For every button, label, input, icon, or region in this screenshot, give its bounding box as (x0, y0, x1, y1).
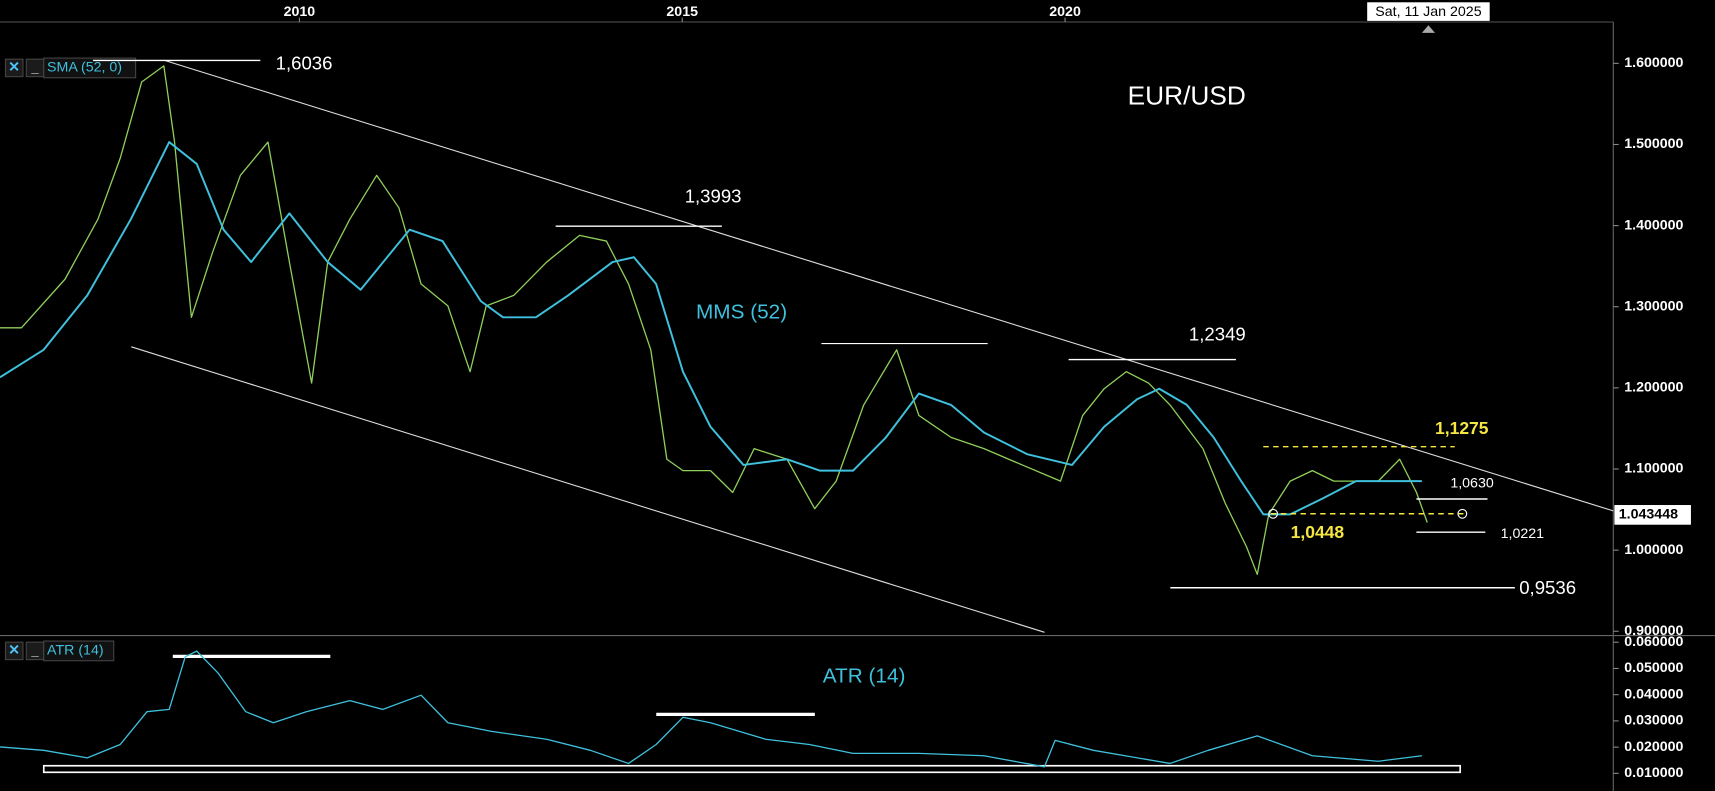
last-price-label: 1.043448 (1619, 507, 1678, 523)
close-icon: ✕ (8, 643, 20, 659)
atr-label: ATR (14) (823, 665, 906, 688)
y-tick-label: 1.400000 (1624, 217, 1683, 233)
date-marker (1421, 25, 1435, 33)
close-button[interactable] (4, 58, 24, 78)
atr-baseline-box (42, 764, 1461, 774)
y-tick-label: 1.600000 (1624, 55, 1683, 71)
plot-area (0, 65, 1428, 576)
level-label: 0,9536 (1519, 577, 1576, 598)
minimize-icon: _ (30, 60, 39, 75)
level-handle (1457, 508, 1468, 519)
date-label: Sat, 11 Jan 2025 (1375, 4, 1481, 20)
level-label: 1,6036 (276, 53, 333, 74)
atr-legend: ✕ _ ATR (14) (4, 640, 115, 662)
sma-label: MMS (52) (696, 300, 787, 323)
last-price-box (1614, 505, 1691, 525)
level-label: 1,0630 (1450, 475, 1494, 491)
date-label-box (1367, 2, 1490, 21)
x-tick-label: 2020 (1049, 4, 1081, 20)
legend-entry: ATR (14) (47, 643, 104, 659)
y-tick-label: 1.300000 (1624, 298, 1683, 314)
y-tick-label: 0.050000 (1624, 660, 1683, 676)
channel-lower (131, 346, 1045, 633)
chart-title: EUR/USD (1128, 80, 1246, 110)
series-line (0, 65, 1428, 576)
series-line (0, 650, 1422, 768)
y-tick-label: 1.100000 (1624, 461, 1683, 477)
y-tick-label: 0.030000 (1624, 713, 1683, 729)
y-tick-label: 0.900000 (1624, 623, 1683, 639)
series-line (0, 141, 1422, 516)
y-tick-label: 0.010000 (1624, 765, 1683, 781)
level-label: 1,1275 (1435, 418, 1489, 438)
level-label: 1,2349 (1189, 323, 1246, 344)
level-label: 1,0448 (1291, 522, 1345, 542)
legend-box (43, 640, 115, 662)
y-tick-label: 0.040000 (1624, 686, 1683, 702)
x-tick-label: 2010 (284, 4, 316, 20)
y-tick-label: 1.500000 (1624, 136, 1683, 152)
x-tick-label: 2015 (666, 4, 698, 20)
y-tick-label: 0.060000 (1624, 634, 1683, 650)
close-icon: ✕ (8, 60, 20, 76)
level-label: 1,0221 (1501, 526, 1545, 542)
legend-box (43, 57, 137, 79)
y-tick-label: 0.020000 (1624, 739, 1683, 755)
channel-upper (163, 59, 1614, 512)
y-tick-label: 1.200000 (1624, 380, 1683, 396)
legend-entry: SMA (52, 0) (47, 60, 122, 76)
y-tick-label: 1.000000 (1624, 542, 1683, 558)
close-button[interactable] (4, 641, 24, 661)
level-label: 1,3993 (685, 186, 742, 207)
sma-legend: ✕ _ SMA (52, 0) (4, 57, 137, 79)
plot-area (0, 650, 1422, 768)
minimize-icon: _ (30, 643, 39, 658)
level-handle (1268, 508, 1279, 519)
